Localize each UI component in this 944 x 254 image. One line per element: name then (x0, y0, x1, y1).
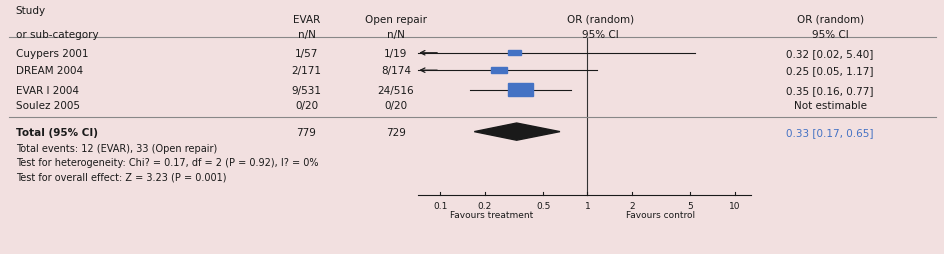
Text: OR (random): OR (random) (796, 15, 863, 25)
Text: Cuypers 2001: Cuypers 2001 (16, 49, 88, 58)
Text: 0.25 [0.05, 1.17]: 0.25 [0.05, 1.17] (785, 66, 873, 76)
Text: EVAR I 2004: EVAR I 2004 (16, 85, 78, 95)
Text: 0.5: 0.5 (535, 201, 549, 210)
Text: 0.32 [0.02, 5.40]: 0.32 [0.02, 5.40] (785, 49, 873, 58)
Text: EVAR: EVAR (293, 15, 320, 25)
Text: 0/20: 0/20 (384, 101, 407, 110)
Text: n/N: n/N (297, 30, 315, 40)
Text: 95% CI: 95% CI (582, 30, 618, 40)
Text: Test for heterogeneity: Chi? = 0.17, df = 2 (P = 0.92), I? = 0%: Test for heterogeneity: Chi? = 0.17, df … (16, 158, 318, 168)
Text: 0.35 [0.16, 0.77]: 0.35 [0.16, 0.77] (785, 85, 873, 95)
Text: 2/171: 2/171 (291, 66, 321, 76)
Text: 0/20: 0/20 (295, 101, 318, 110)
Text: 1/57: 1/57 (295, 49, 318, 58)
Text: 95% CI: 95% CI (811, 30, 848, 40)
Text: 24/516: 24/516 (378, 85, 413, 95)
Text: Not estimable: Not estimable (793, 101, 866, 110)
Text: 9/531: 9/531 (291, 85, 321, 95)
Text: Favours treatment: Favours treatment (449, 210, 532, 219)
Text: 10: 10 (728, 201, 739, 210)
Text: 0.1: 0.1 (432, 201, 447, 210)
Text: OR (random): OR (random) (566, 15, 633, 25)
Text: n/N: n/N (386, 30, 404, 40)
Text: Study: Study (16, 6, 46, 16)
Text: 2: 2 (629, 201, 633, 210)
Text: 779: 779 (296, 127, 316, 137)
Text: or sub-category: or sub-category (16, 30, 98, 40)
Text: Favours control: Favours control (626, 210, 695, 219)
Text: Total events: 12 (EVAR), 33 (Open repair): Total events: 12 (EVAR), 33 (Open repair… (16, 144, 217, 153)
Text: Test for overall effect: Z = 3.23 (P = 0.001): Test for overall effect: Z = 3.23 (P = 0… (16, 172, 227, 182)
Bar (491, 68, 506, 74)
Text: 8/174: 8/174 (380, 66, 411, 76)
Polygon shape (474, 123, 560, 141)
Text: Open repair: Open repair (364, 15, 427, 25)
Bar (507, 84, 532, 97)
Text: 1: 1 (584, 201, 590, 210)
Bar (508, 51, 520, 56)
Text: Total (95% CI): Total (95% CI) (16, 127, 98, 137)
Text: 5: 5 (686, 201, 692, 210)
Text: 729: 729 (385, 127, 405, 137)
Text: 0.2: 0.2 (477, 201, 491, 210)
Text: 1/19: 1/19 (384, 49, 407, 58)
Text: 0.33 [0.17, 0.65]: 0.33 [0.17, 0.65] (785, 127, 873, 137)
Text: Soulez 2005: Soulez 2005 (16, 101, 79, 110)
Text: DREAM 2004: DREAM 2004 (16, 66, 83, 76)
